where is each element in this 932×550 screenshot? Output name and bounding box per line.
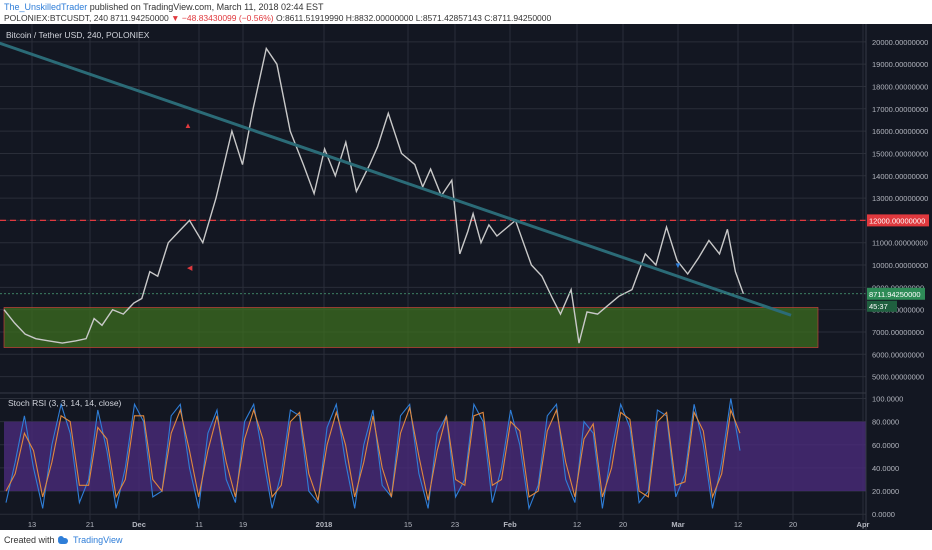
time-tick-label: 15: [404, 520, 412, 529]
stoch-rsi-title: Stoch RSI (3, 3, 14, 14, close): [8, 398, 122, 408]
tradingview-logo-icon: [55, 534, 71, 547]
stoch-d-line: [5, 405, 741, 501]
ohlc-values: O:8611.51919990 H:8832.00000000 L:8571.4…: [275, 13, 552, 23]
time-tick-label: 11: [195, 520, 203, 529]
left-arrow-icon: ◀: [187, 265, 193, 272]
price-line-segment-1: [3, 46, 609, 344]
price-change: ▼ −48.83430099 (−0.56%): [171, 13, 274, 23]
price-tick-label: 17000.00000000: [872, 105, 928, 114]
rsi-tick-label: 60.0000: [872, 441, 899, 450]
time-tick-label: 20: [619, 520, 627, 529]
time-tick-label: 23: [451, 520, 459, 529]
price-tick-label: 5000.00000000: [872, 373, 924, 382]
author-link[interactable]: The_UnskilledTrader: [4, 2, 88, 12]
axis-labels: 12000.00000000 8711.94250000 45:37: [867, 214, 929, 312]
price-tick-label: 8000.00000000: [872, 306, 924, 315]
time-tick-label: 21: [86, 520, 94, 529]
countdown-text: 45:37: [869, 302, 888, 311]
rsi-tick-label: 0.0000: [872, 510, 895, 519]
publish-header: The_UnskilledTrader published on Trading…: [0, 0, 932, 24]
resistance-price-label: [867, 214, 929, 227]
time-tick-label: Feb: [503, 520, 517, 529]
resistance-price-text: 12000.00000000: [869, 216, 925, 225]
time-tick-label: Dec: [132, 520, 146, 529]
time-tick-label: 2018: [316, 520, 333, 529]
price-tick-label: 11000.00000000: [872, 239, 928, 248]
price-tick-label: 10000.00000000: [872, 261, 928, 270]
price-tick-label: 13000.00000000: [872, 194, 928, 203]
price-tick-label: 19000.00000000: [872, 60, 928, 69]
time-tick-label: 12: [734, 520, 742, 529]
last-price-label: [867, 287, 925, 300]
time-tick-label: 19: [239, 520, 247, 529]
price-tick-label: 20000.00000000: [872, 38, 928, 47]
rsi-tick-label: 20.0000: [872, 487, 899, 496]
last-price-text: 8711.94250000: [869, 290, 921, 299]
time-tick-label: Mar: [671, 520, 684, 529]
time-tick-label: Apr: [857, 520, 870, 529]
footer: Created with TradingView: [0, 531, 932, 550]
price-tick-label: 18000.00000000: [872, 82, 928, 91]
support-zone: [3, 307, 819, 348]
rsi-tick-label: 100.0000: [872, 394, 903, 403]
trendline[interactable]: [0, 37, 792, 317]
stoch-k-line: [5, 398, 741, 511]
time-tick-label: 20: [789, 520, 797, 529]
price-tick-label: 15000.00000000: [872, 149, 928, 158]
rsi-tick-label: 80.0000: [872, 418, 899, 427]
symbol-label: POLONIEX:BTCUSDT, 240: [4, 13, 108, 23]
buy-arrow-icon: ▼: [674, 261, 682, 270]
price-tick-label: 7000.00000000: [872, 328, 924, 337]
time-tick-label: 13: [28, 520, 36, 529]
price-line-segment-2: [607, 224, 745, 306]
time-tick-label: 12: [573, 520, 581, 529]
rsi-tick-label: 40.0000: [872, 464, 899, 473]
price-tick-label: 14000.00000000: [872, 172, 928, 181]
publish-line: The_UnskilledTrader published on Trading…: [4, 2, 324, 12]
sell-marker: ▲: [184, 121, 192, 130]
time-axis[interactable]: 13 21 Dec 11 19 2018 15 23 Feb 12 20 Mar 12 20 Apr: [28, 520, 870, 529]
sell-arrow-icon: ▲: [184, 121, 192, 130]
tradingview-brand[interactable]: TradingView: [73, 535, 123, 545]
chart-title: Bitcoin / Tether USD, 240, POLONIEX: [6, 30, 150, 40]
ohlc-line: POLONIEX:BTCUSDT, 240 8711.94250000 ▼ −4…: [4, 13, 551, 23]
last-price: 8711.94250000: [110, 13, 169, 23]
created-with-text: Created with: [4, 535, 55, 545]
countdown-label: [867, 300, 897, 312]
price-tick-label: 6000.00000000: [872, 350, 924, 359]
stoch-rsi-lines: [5, 398, 741, 511]
price-tick-label: 16000.00000000: [872, 127, 928, 136]
stoch-rsi-axis[interactable]: 0.0000 20.0000 40.0000 60.0000 80.0000 100.00…: [872, 394, 903, 519]
buy-marker: ▼: [674, 261, 682, 270]
chart-canvas[interactable]: 5000.00000000 6000.00000000 7000.00000000 8…: [0, 24, 932, 530]
published-text: published on TradingView.com, March 11, …: [87, 2, 324, 12]
